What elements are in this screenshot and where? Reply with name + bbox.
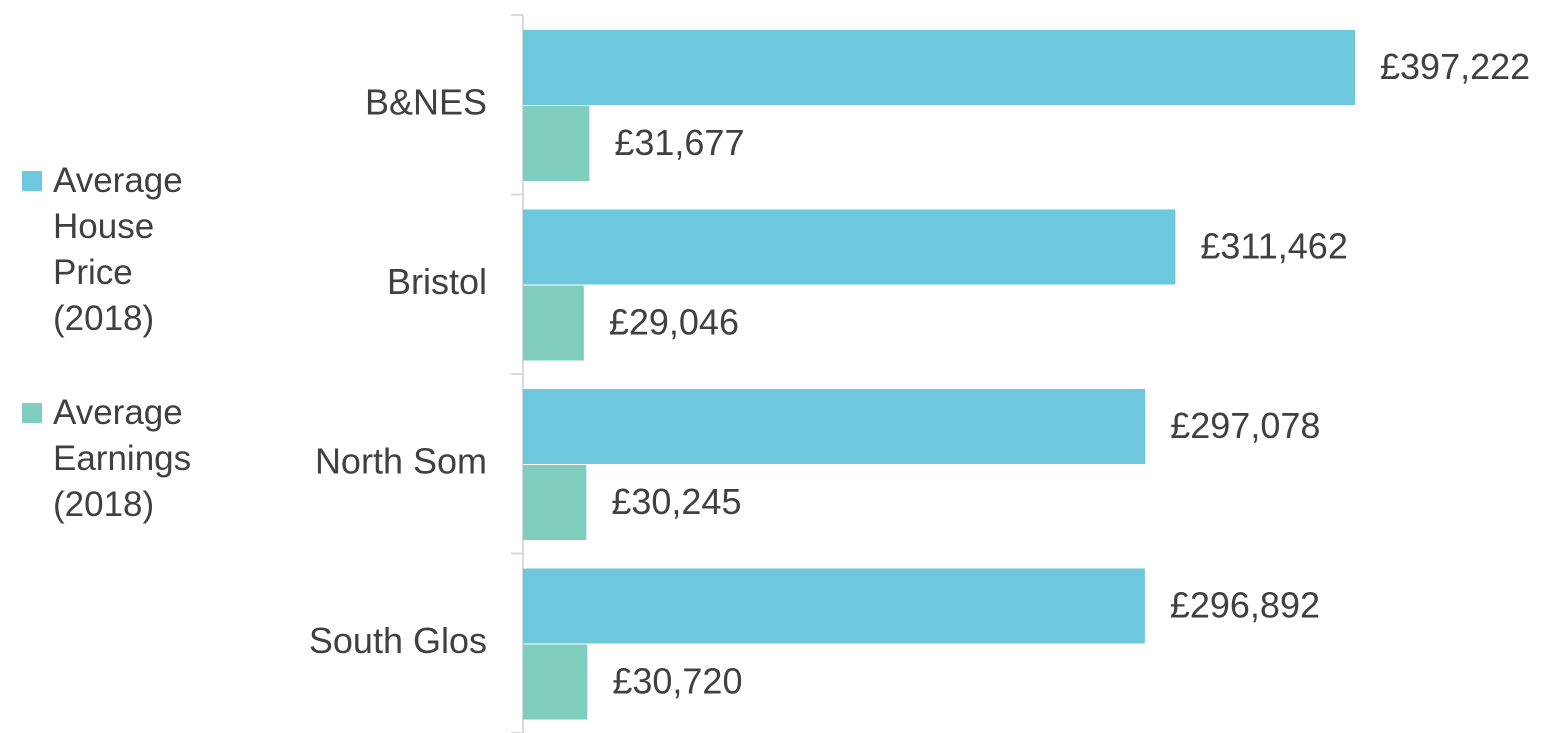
legend-label: Average House Price (2018)	[53, 161, 183, 338]
data-label: £297,078	[1170, 405, 1320, 446]
bar	[523, 644, 588, 720]
data-label: £30,720	[612, 661, 742, 702]
data-label: £397,222	[1380, 46, 1530, 87]
legend-item: Average Earnings (2018)	[22, 390, 203, 528]
legend-label: Average Earnings (2018)	[53, 393, 192, 524]
bar	[523, 389, 1146, 464]
y-tick-label: Bristol	[387, 261, 487, 302]
bar	[523, 285, 584, 361]
data-label: £311,462	[1200, 226, 1347, 267]
bar	[523, 209, 1176, 285]
data-label: £31,677	[614, 122, 744, 163]
legend-swatch	[22, 171, 42, 191]
legend-swatch	[22, 403, 42, 423]
y-tick-label: B&NES	[365, 81, 487, 122]
bar	[523, 106, 590, 181]
data-label: £29,046	[609, 302, 739, 343]
data-label: £296,892	[1170, 585, 1320, 626]
y-tick-label: South Glos	[309, 620, 487, 661]
bar	[523, 568, 1145, 644]
legend-item: Average House Price (2018)	[22, 158, 203, 342]
y-tick-label: North Som	[315, 440, 487, 481]
bar	[523, 30, 1355, 105]
data-label: £30,245	[611, 481, 741, 522]
bar	[523, 465, 587, 540]
